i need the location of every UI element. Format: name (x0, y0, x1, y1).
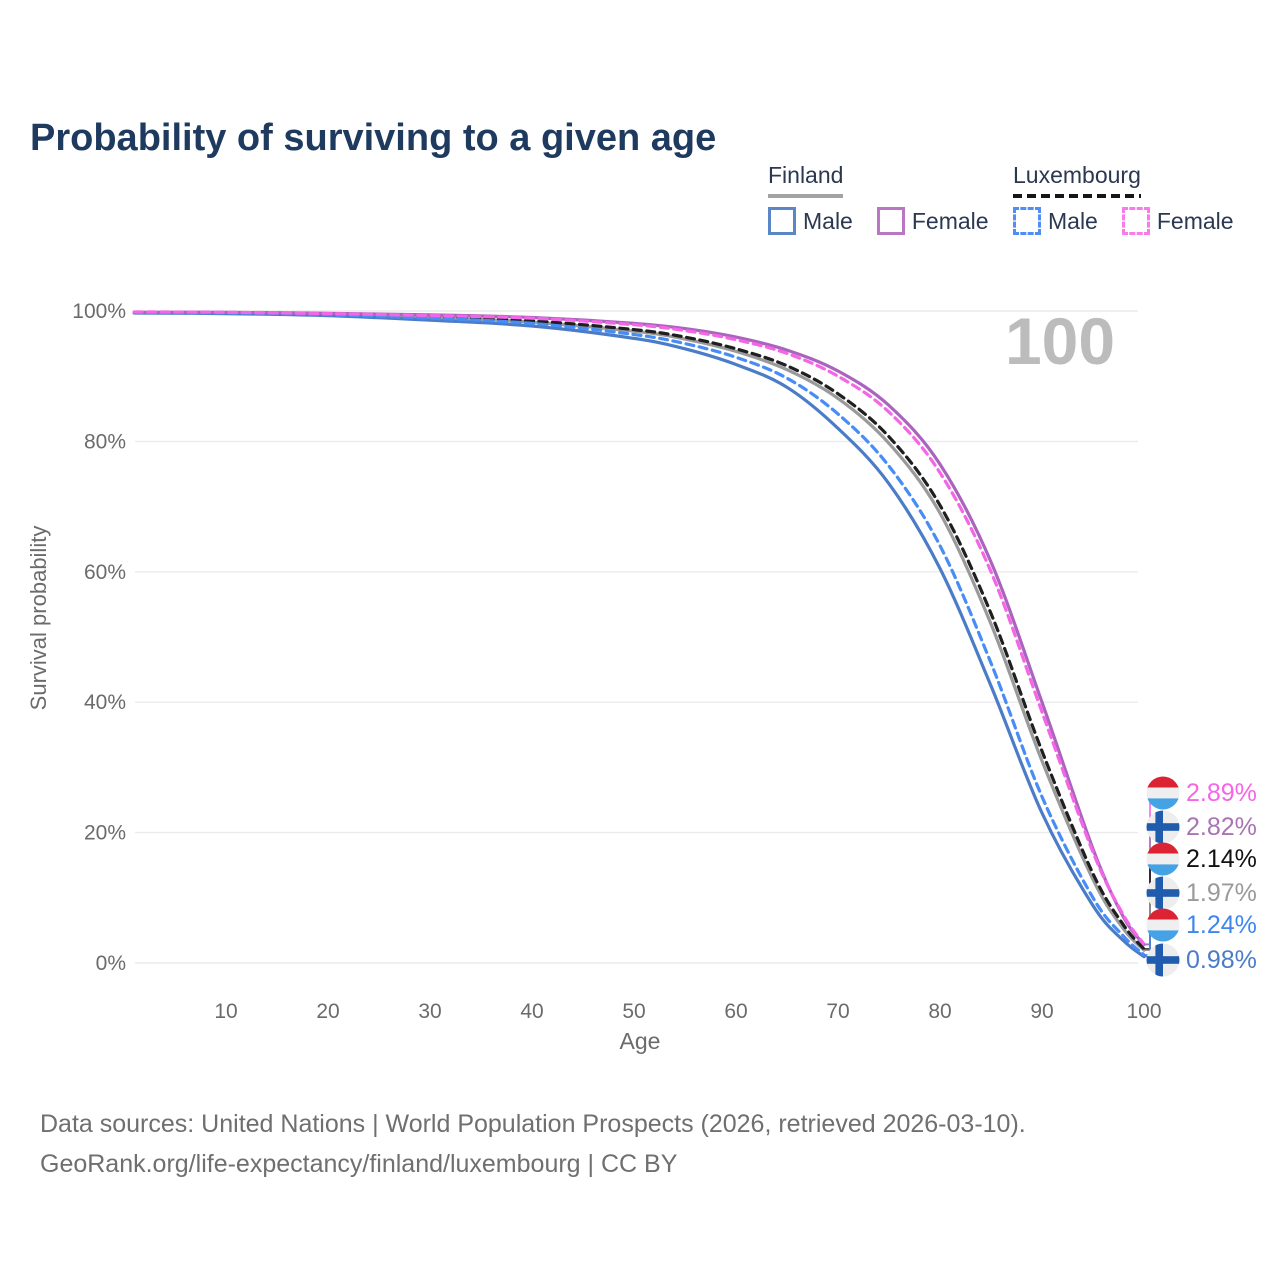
y-tick-label: 0% (96, 952, 126, 975)
x-tick-label: 50 (622, 1000, 645, 1023)
legend-group-finland: Finland Male Female (768, 162, 989, 235)
x-tick-label: 80 (928, 1000, 951, 1023)
x-tick-label: 40 (520, 1000, 543, 1023)
legend-group-luxembourg: Luxembourg Male Female (1013, 162, 1234, 235)
legend-label-luxembourg-male: Male (1048, 207, 1098, 234)
luxembourg-male-swatch-icon (1013, 207, 1041, 235)
legend-header-finland: Finland (768, 162, 844, 198)
luxembourg-average-line-swatch (1013, 194, 1141, 198)
legend-label-finland-female: Female (911, 207, 989, 234)
legend-item-luxembourg-female[interactable]: Female (1121, 207, 1234, 235)
x-tick-label: 10 (214, 1000, 237, 1023)
x-tick-label: 60 (724, 1000, 747, 1023)
end-label-luxembourg_male: 1.24% (1146, 908, 1257, 942)
finland-average-line-swatch (768, 194, 844, 198)
x-tick-label: 100 (1126, 1000, 1161, 1023)
y-tick-label: 80% (84, 430, 126, 453)
end-label-finland_female: 2.82% (1146, 810, 1257, 844)
series-line-finland_total (132, 311, 1146, 952)
legend-item-finland-male[interactable]: Male (768, 207, 853, 235)
end-label-luxembourg_female: 2.89% (1146, 776, 1257, 810)
finland-flag-icon (1146, 943, 1180, 977)
end-value-luxembourg_male: 1.24% (1186, 910, 1257, 939)
end-value-luxembourg_total: 2.14% (1186, 844, 1257, 873)
legend-item-luxembourg-male[interactable]: Male (1013, 207, 1098, 235)
x-tick-label: 90 (1030, 1000, 1053, 1023)
series-line-luxembourg_female (132, 310, 1146, 946)
end-label-finland_total: 1.97% (1146, 876, 1257, 910)
luxembourg-flag-icon (1146, 908, 1180, 942)
finland-male-swatch-icon (768, 207, 796, 235)
age-watermark: 100 (1004, 304, 1116, 378)
series-line-finland_male (132, 311, 1146, 959)
finland-flag-icon (1146, 876, 1180, 910)
luxembourg-flag-icon (1146, 842, 1180, 876)
end-value-finland_female: 2.82% (1186, 812, 1257, 841)
series-line-luxembourg_male (132, 310, 1146, 957)
legend-label-finland-male: Male (803, 207, 853, 234)
legend-title-luxembourg: Luxembourg (1013, 162, 1141, 188)
x-tick-label: 20 (316, 1000, 339, 1023)
y-tick-label: 40% (84, 691, 126, 714)
end-value-luxembourg_female: 2.89% (1186, 778, 1257, 807)
legend-label-luxembourg-female: Female (1156, 207, 1234, 234)
x-axis-title: Age (620, 1028, 661, 1054)
end-value-finland_male: 0.98% (1186, 945, 1257, 974)
x-tick-label: 30 (418, 1000, 441, 1023)
caption-sources: Data sources: United Nations | World Pop… (40, 1110, 1026, 1138)
y-axis-title: Survival probability (26, 526, 51, 711)
legend-title-finland: Finland (768, 162, 844, 188)
end-value-finland_total: 1.97% (1186, 878, 1257, 907)
end-label-finland_male: 0.98% (1146, 943, 1257, 977)
legend-item-finland-female[interactable]: Female (876, 207, 989, 235)
x-tick-label: 70 (826, 1000, 849, 1023)
luxembourg-flag-icon (1146, 776, 1180, 810)
y-tick-label: 20% (84, 822, 126, 845)
y-tick-label: 100% (72, 300, 126, 323)
y-tick-label: 60% (84, 561, 126, 584)
caption-attribution: GeoRank.org/life-expectancy/finland/luxe… (40, 1150, 678, 1178)
luxembourg-female-swatch-icon (1121, 207, 1150, 235)
finland-flag-icon (1146, 810, 1180, 844)
end-label-luxembourg_total: 2.14% (1146, 842, 1257, 876)
page-title: Probability of surviving to a given age (30, 117, 717, 160)
legend-header-luxembourg: Luxembourg (1013, 162, 1141, 198)
finland-female-swatch-icon (876, 207, 905, 235)
